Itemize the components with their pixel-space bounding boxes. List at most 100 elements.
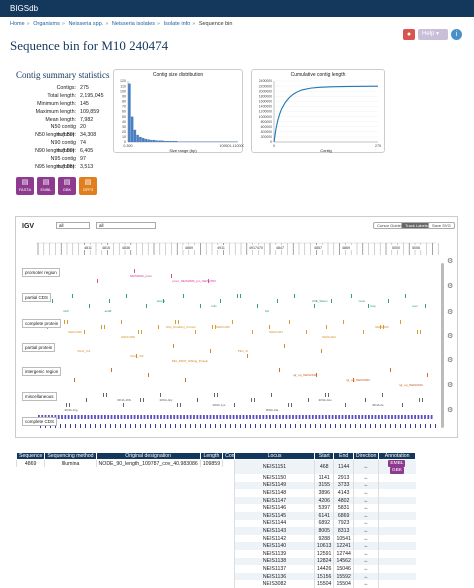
feature-mark[interactable] bbox=[255, 415, 258, 419]
gear-icon[interactable]: ⚙ bbox=[447, 283, 454, 290]
feature-mark[interactable] bbox=[259, 415, 261, 419]
feature-mark[interactable] bbox=[136, 354, 137, 358]
feature-mark[interactable] bbox=[133, 415, 136, 419]
feature-mark[interactable] bbox=[308, 398, 309, 402]
feature-mark[interactable] bbox=[195, 330, 196, 334]
cell-locus[interactable]: NEIS1144 bbox=[234, 519, 315, 528]
gear-icon[interactable]: ⚙ bbox=[447, 382, 454, 389]
feature-mark[interactable] bbox=[328, 415, 331, 419]
feature-mark[interactable] bbox=[166, 415, 169, 419]
feature-mark[interactable] bbox=[397, 415, 400, 419]
feature-mark[interactable] bbox=[343, 320, 344, 324]
feature-mark[interactable] bbox=[143, 415, 146, 419]
feature-mark[interactable] bbox=[236, 415, 238, 419]
feature-mark[interactable] bbox=[109, 299, 110, 303]
feature-mark[interactable] bbox=[215, 424, 216, 428]
cell-locus[interactable]: NEIS1142 bbox=[234, 534, 315, 543]
feature-mark[interactable] bbox=[414, 415, 416, 419]
feature-mark[interactable] bbox=[260, 424, 261, 428]
feature-mark[interactable] bbox=[262, 415, 265, 419]
feature-mark[interactable] bbox=[292, 415, 294, 419]
feature-mark[interactable] bbox=[401, 415, 403, 419]
feature-mark[interactable] bbox=[363, 330, 364, 334]
feature-mark[interactable] bbox=[278, 415, 281, 419]
feature-mark[interactable] bbox=[325, 393, 326, 397]
feature-mark[interactable] bbox=[85, 424, 86, 428]
feature-mark[interactable] bbox=[404, 415, 407, 419]
feature-mark[interactable] bbox=[298, 415, 301, 419]
cell-locus[interactable]: NEIS3082 bbox=[234, 580, 315, 588]
feature-mark[interactable] bbox=[190, 424, 191, 428]
feature-mark[interactable] bbox=[125, 424, 126, 428]
locus-input[interactable]: all bbox=[96, 222, 156, 229]
download-embl-button[interactable]: ▤ EMBL bbox=[37, 177, 55, 195]
feature-mark[interactable] bbox=[420, 424, 421, 428]
feature-mark[interactable] bbox=[252, 330, 253, 334]
feature-mark[interactable] bbox=[249, 415, 251, 419]
feature-mark[interactable] bbox=[335, 415, 337, 419]
feature-mark[interactable] bbox=[158, 325, 159, 329]
save-svg-button[interactable]: Save SVG bbox=[428, 222, 455, 229]
feature-mark[interactable] bbox=[100, 424, 101, 428]
feature-mark[interactable] bbox=[163, 415, 166, 419]
feature-mark[interactable] bbox=[291, 403, 292, 407]
feature-mark[interactable] bbox=[289, 320, 290, 324]
feature-mark[interactable] bbox=[272, 415, 275, 419]
feature-mark[interactable] bbox=[199, 415, 202, 419]
feature-mark[interactable] bbox=[145, 424, 146, 428]
feature-mark[interactable] bbox=[381, 415, 383, 419]
feature-mark[interactable] bbox=[195, 424, 196, 428]
feature-mark[interactable] bbox=[210, 424, 211, 428]
feature-mark[interactable] bbox=[90, 424, 91, 428]
app-title[interactable]: BIGSdb bbox=[10, 4, 39, 13]
feature-mark[interactable] bbox=[196, 415, 199, 419]
feature-mark[interactable] bbox=[66, 403, 67, 407]
feature-mark[interactable] bbox=[370, 424, 371, 428]
feature-mark[interactable] bbox=[269, 325, 270, 329]
feature-mark[interactable] bbox=[269, 415, 271, 419]
feature-mark[interactable] bbox=[417, 415, 420, 419]
feature-mark[interactable] bbox=[60, 424, 61, 428]
feature-mark[interactable] bbox=[105, 424, 106, 428]
feature-mark[interactable] bbox=[354, 415, 357, 419]
feature-mark[interactable] bbox=[364, 415, 367, 419]
feature-mark[interactable] bbox=[308, 415, 311, 419]
breadcrumb-home[interactable]: Home bbox=[10, 21, 25, 27]
feature-mark[interactable] bbox=[250, 424, 251, 428]
feature-mark[interactable] bbox=[146, 415, 149, 419]
feature-mark[interactable] bbox=[280, 424, 281, 428]
feature-mark[interactable] bbox=[234, 403, 235, 407]
feature-mark[interactable] bbox=[160, 415, 162, 419]
feature-mark[interactable] bbox=[107, 415, 110, 419]
feature-mark[interactable] bbox=[101, 325, 102, 329]
cell-locus[interactable]: NEIS1140 bbox=[234, 542, 315, 550]
feature-mark[interactable] bbox=[150, 424, 151, 428]
feature-mark[interactable] bbox=[113, 415, 116, 419]
feature-mark[interactable] bbox=[316, 373, 317, 377]
feature-mark[interactable] bbox=[215, 325, 216, 329]
feature-mark[interactable] bbox=[375, 424, 376, 428]
feature-mark[interactable] bbox=[382, 393, 383, 397]
embl-badge[interactable]: EMBL bbox=[388, 460, 406, 467]
feature-mark[interactable] bbox=[115, 424, 116, 428]
feature-mark[interactable] bbox=[310, 424, 311, 428]
feature-mark[interactable] bbox=[237, 294, 238, 298]
breadcrumb-neisseria[interactable]: Neisseria spp. bbox=[68, 21, 104, 27]
feature-mark[interactable] bbox=[315, 415, 317, 419]
feature-mark[interactable] bbox=[385, 424, 386, 428]
feature-mark[interactable] bbox=[345, 424, 346, 428]
feature-mark[interactable] bbox=[257, 304, 258, 308]
feature-mark[interactable] bbox=[331, 415, 334, 419]
feature-mark[interactable] bbox=[104, 325, 105, 329]
feature-mark[interactable] bbox=[120, 424, 121, 428]
feature-mark[interactable] bbox=[209, 415, 212, 419]
feature-mark[interactable] bbox=[348, 415, 350, 419]
feature-mark[interactable] bbox=[275, 415, 278, 419]
feature-mark[interactable] bbox=[383, 325, 384, 329]
cell-locus[interactable]: NEIS1138 bbox=[234, 557, 315, 566]
feature-mark[interactable] bbox=[72, 294, 73, 298]
feature-mark[interactable] bbox=[175, 320, 176, 324]
feature-mark[interactable] bbox=[84, 330, 85, 334]
feature-mark[interactable] bbox=[183, 415, 185, 419]
feature-mark[interactable] bbox=[424, 415, 426, 419]
